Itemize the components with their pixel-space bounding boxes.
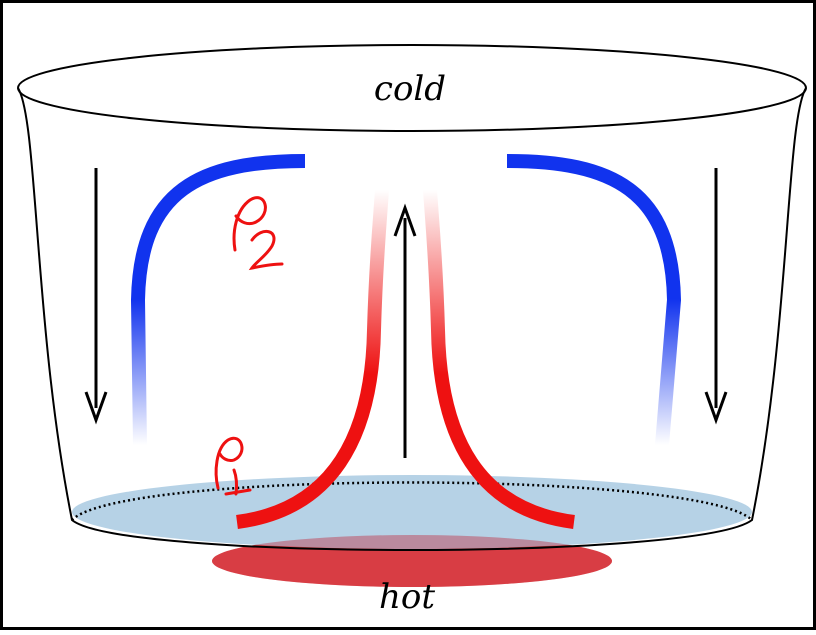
hot-label: hot	[379, 577, 435, 617]
cold-label: cold	[374, 69, 446, 109]
cold-flow-left	[130, 154, 306, 446]
rho2-annotation	[232, 196, 284, 271]
down-arrow-left-icon	[84, 391, 108, 425]
hot-flow-left	[236, 189, 389, 529]
down-arrow-right-icon	[704, 391, 728, 425]
rho1-annotation	[214, 436, 252, 496]
up-arrow-icon	[393, 203, 417, 237]
pot-rim	[17, 44, 807, 132]
water-surface	[72, 475, 752, 549]
cold-flow-right	[506, 154, 682, 446]
pot-wall	[17, 87, 807, 551]
hot-flow-right	[423, 189, 575, 529]
